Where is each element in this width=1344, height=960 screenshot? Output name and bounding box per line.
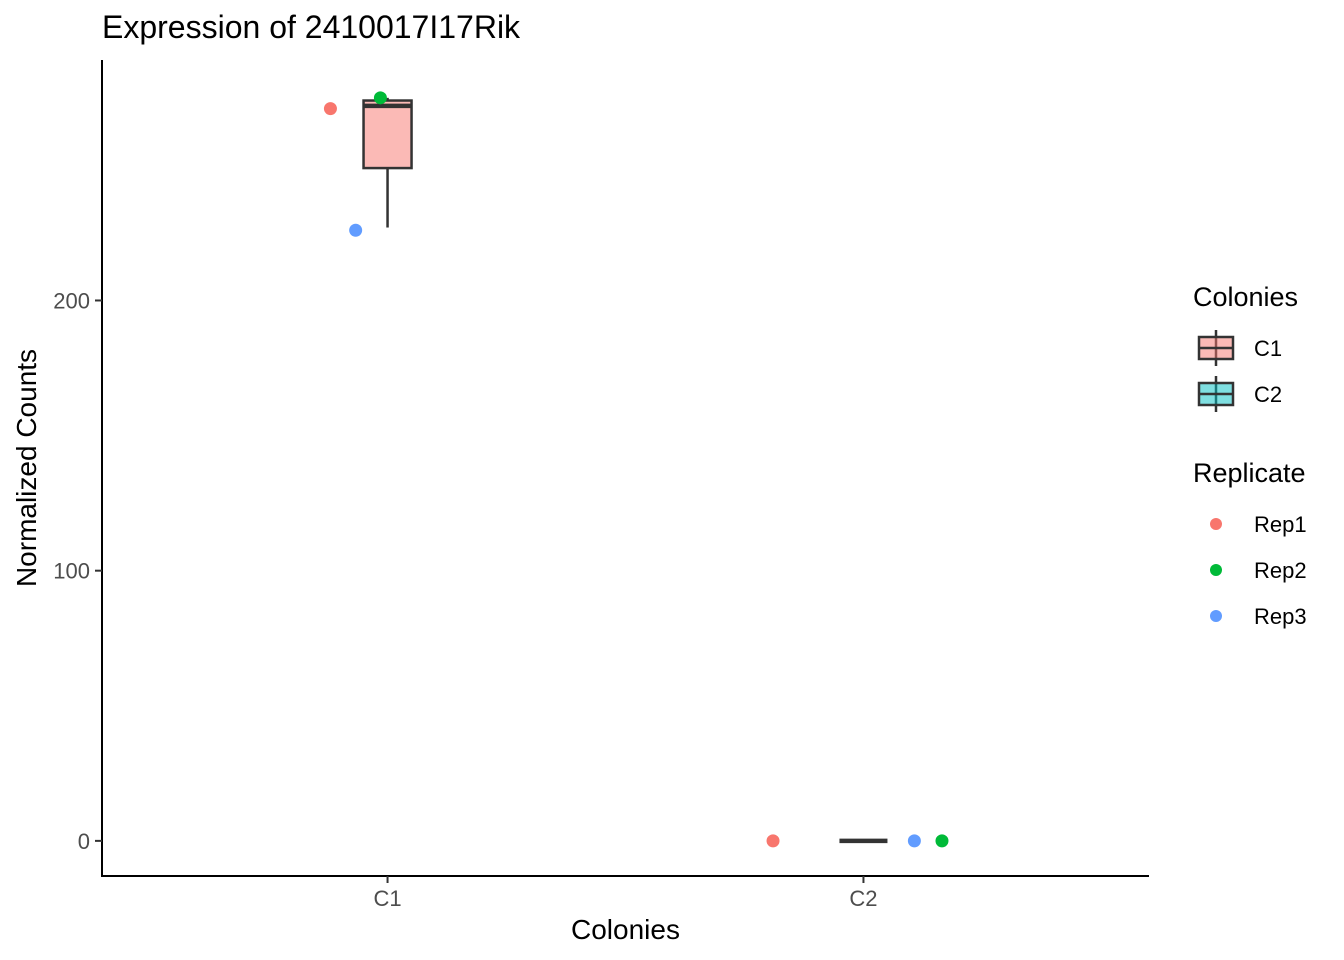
chart-title: Expression of 2410017I17Rik [102, 9, 521, 45]
legend-label-c2: C2 [1254, 382, 1282, 407]
legend-area: Colonies C1 C2 Replicate Rep1 Rep2 Rep3 [1193, 282, 1307, 629]
x-tick-label: C2 [849, 886, 877, 911]
point-c2-rep1 [766, 834, 780, 848]
x-tick-label: C1 [373, 886, 401, 911]
legend-label-rep3: Rep3 [1254, 604, 1307, 629]
point-c2-rep2 [935, 834, 949, 848]
box-body [362, 99, 413, 170]
plot-area [323, 91, 949, 848]
x-axis-title: Colonies [571, 914, 680, 945]
legend-label-c1: C1 [1254, 336, 1282, 361]
legend-key-point [1210, 564, 1222, 576]
point-c1-rep2 [373, 91, 387, 105]
x-axis-ticks: C1 C2 [373, 876, 878, 911]
y-tick-label: 200 [53, 288, 90, 313]
legend-label-rep1: Rep1 [1254, 512, 1307, 537]
y-axis-title: Normalized Counts [11, 349, 42, 587]
legend-title-colonies: Colonies [1193, 282, 1298, 312]
box-c1 [362, 97, 413, 228]
legend-title-replicate: Replicate [1193, 458, 1306, 488]
point-c2-rep3 [907, 834, 921, 848]
y-tick-label: 100 [53, 559, 90, 584]
y-axis-ticks: 0 100 200 [53, 288, 102, 854]
point-c1-rep3 [349, 223, 363, 237]
y-tick-label: 0 [78, 829, 90, 854]
point-c1-rep1 [323, 102, 337, 116]
legend-key-point [1210, 610, 1222, 622]
legend-label-rep2: Rep2 [1254, 558, 1307, 583]
legend-key-point [1210, 518, 1222, 530]
